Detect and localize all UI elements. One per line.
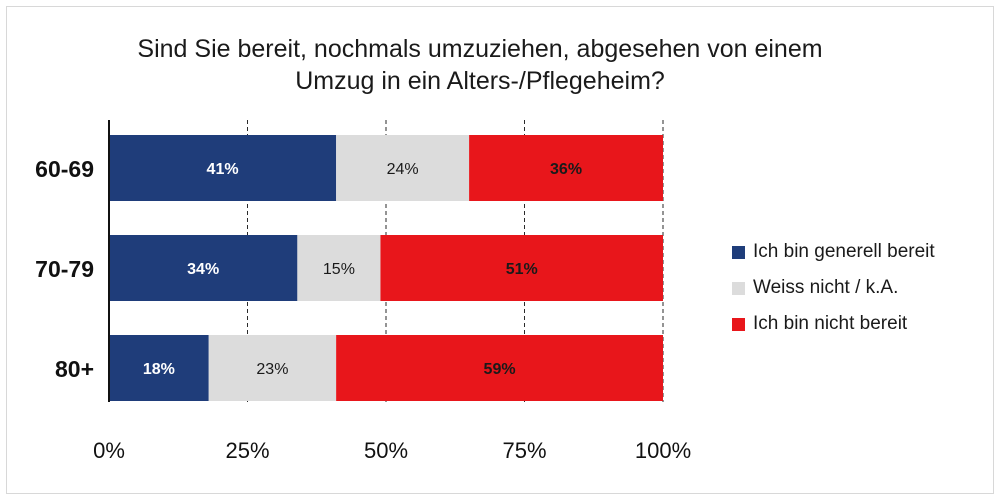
bar-80+-series-2 — [208, 335, 337, 401]
chart-title-line-1: Sind Sie bereit, nochmals umzuziehen, ab… — [137, 35, 823, 63]
legend-swatch-1 — [732, 245, 745, 259]
data-label-60-69-series-3: 36% — [550, 161, 582, 178]
x-tick-label-100: 100% — [635, 438, 691, 463]
bar-70-79-series-2 — [297, 235, 381, 301]
chart-title-line-2: Umzug in ein Alters-/Pflegeheim? — [295, 67, 665, 95]
legend-label-1: Ich bin generell bereit — [753, 241, 935, 262]
bar-70-79-series-1 — [109, 235, 298, 301]
x-tick-label-0: 0% — [93, 438, 125, 463]
chart-title: Sind Sie bereit, nochmals umzuziehen, ab… — [40, 33, 920, 97]
bar-70-79-series-3 — [380, 235, 663, 301]
bar-60-69-series-1 — [109, 135, 337, 201]
category-label-60-69: 60-69 — [35, 156, 94, 182]
data-label-70-79-series-3: 51% — [506, 261, 538, 278]
x-tick-label-50: 50% — [364, 438, 408, 463]
x-tick-label-25: 25% — [225, 438, 269, 463]
data-label-60-69-series-1: 41% — [207, 161, 239, 178]
legend-item-1: Ich bin generell bereit — [732, 234, 935, 270]
bar-80+-series-3 — [336, 335, 663, 401]
category-label-80+: 80+ — [55, 356, 94, 382]
x-tick-label-75: 75% — [502, 438, 546, 463]
data-label-60-69-series-2: 24% — [387, 161, 419, 178]
data-label-70-79-series-1: 34% — [187, 261, 219, 278]
legend-label-3: Ich bin nicht bereit — [753, 313, 908, 334]
data-label-80+-series-1: 18% — [143, 361, 175, 378]
legend-label-2: Weiss nicht / k.A. — [753, 277, 899, 298]
bar-60-69-series-3 — [469, 135, 663, 201]
data-label-80+-series-2: 23% — [256, 361, 288, 378]
legend-item-3: Ich bin nicht bereit — [732, 306, 935, 342]
legend-swatch-3 — [732, 317, 745, 331]
data-label-80+-series-3: 59% — [484, 361, 516, 378]
legend: Ich bin generell bereit Weiss nicht / k.A… — [732, 234, 935, 342]
category-label-70-79: 70-79 — [35, 256, 94, 282]
bar-80+-series-1 — [109, 335, 209, 401]
data-label-70-79-series-2: 15% — [323, 261, 355, 278]
legend-swatch-2 — [732, 281, 745, 295]
legend-item-2: Weiss nicht / k.A. — [732, 270, 935, 306]
bar-60-69-series-2 — [336, 135, 470, 201]
